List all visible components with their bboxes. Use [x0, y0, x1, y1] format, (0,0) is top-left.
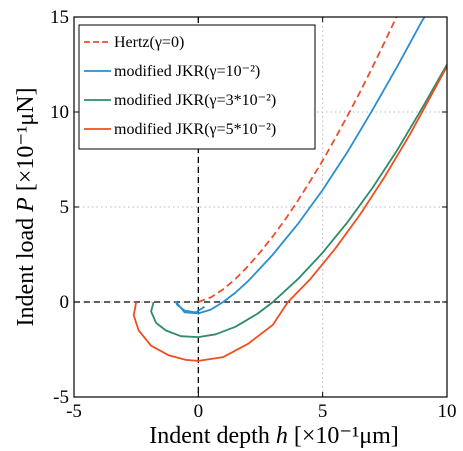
y-tick-label: 15	[50, 7, 69, 28]
y-axis-title-unit: [×10⁻¹μN]	[13, 88, 39, 198]
legend-label-4: modified JKR(γ=5*10⁻²)	[114, 121, 276, 138]
legend-label-3: modified JKR(γ=3*10⁻²)	[114, 92, 276, 109]
y-tick-label: 0	[60, 292, 70, 313]
y-axis-title-variable: P	[13, 197, 39, 213]
x-axis-title: Indent depth h [×10⁻¹μm]	[149, 423, 399, 449]
series-line-2	[175, 17, 426, 315]
x-tick-label: -5	[66, 401, 82, 422]
y-axis-title: Indent load P [×10⁻¹μN]	[13, 88, 39, 327]
x-tick-label: 5	[318, 401, 328, 422]
x-axis-title-prefix: Indent depth	[149, 423, 276, 449]
legend-label-2: modified JKR(γ=10⁻²)	[114, 63, 260, 80]
y-tick-label: 5	[60, 197, 70, 218]
y-tick-label: -5	[53, 387, 69, 408]
series-layer	[132, 17, 447, 362]
y-tick-label: 10	[50, 102, 69, 123]
legend-box	[78, 24, 316, 150]
series-line-4	[132, 65, 447, 362]
legend-label-1: Hertz(γ=0)	[114, 34, 184, 51]
y-axis-title-prefix: Indent load	[13, 212, 39, 327]
x-tick-label: 0	[194, 401, 204, 422]
legend: Hertz(γ=0) modified JKR(γ=10⁻²) modified J…	[78, 24, 316, 150]
x-axis-title-variable: h	[276, 423, 288, 449]
series-line-1	[197, 17, 398, 303]
axis-ticks: -5 0 5 10 -5 0 5 10 15	[50, 7, 457, 422]
x-axis-title-unit: [×10⁻¹μm]	[288, 423, 399, 449]
x-tick-label: 10	[438, 401, 457, 422]
series-line-3	[150, 64, 447, 338]
